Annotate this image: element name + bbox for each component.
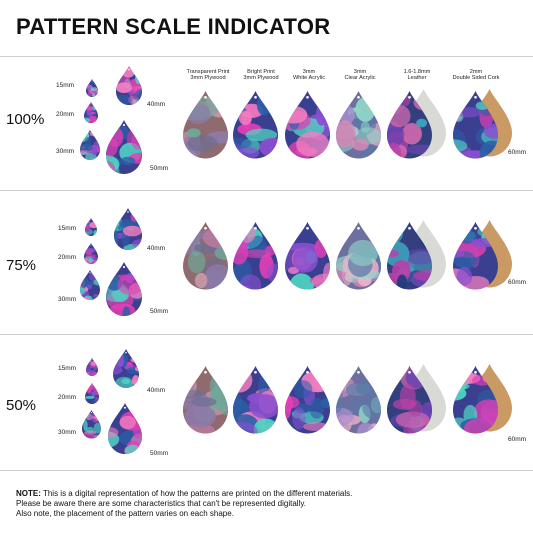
scale-section-50: 50% 15mm 20mm 30mm 40mm 50mm 60mm	[0, 335, 533, 465]
teardrop-swatch	[285, 222, 330, 290]
scale-section-75: 75% 15mm 20mm 30mm 40mm 50mm 60mm	[0, 191, 533, 321]
size-label-30mm: 30mm	[58, 296, 77, 303]
teardrop-swatch	[116, 66, 142, 105]
teardrop-swatch	[453, 222, 498, 290]
size-label-30mm: 30mm	[56, 148, 75, 155]
teardrop-swatch	[183, 222, 228, 290]
teardrop-swatch	[183, 91, 228, 159]
teardrop-swatch	[108, 403, 142, 454]
size-label-15mm: 15mm	[58, 225, 77, 232]
teardrop-swatch	[453, 91, 498, 159]
size-label-20mm: 20mm	[58, 254, 77, 261]
material-label-white-acrylic: 3mm White Acrylic	[292, 69, 325, 82]
note-label: NOTE:	[16, 489, 41, 498]
teardrop-swatch	[80, 130, 100, 160]
material-label-cork: 2mm Double Sided Cork	[452, 69, 500, 82]
size-label-60mm: 60mm	[508, 279, 527, 286]
divider	[0, 56, 533, 57]
size-label-40mm: 40mm	[147, 101, 166, 108]
material-label-bright-plywood: Bright Print 3mm Plywood	[243, 69, 279, 82]
teardrop-swatch	[85, 218, 97, 236]
teardrop-swatch	[106, 120, 142, 174]
teardrop-swatch	[387, 366, 432, 434]
size-label-30mm: 30mm	[58, 429, 77, 436]
size-label-15mm: 15mm	[56, 82, 75, 89]
teardrop-swatch	[86, 79, 98, 97]
teardrop-swatch	[233, 366, 278, 434]
size-label-60mm: 60mm	[508, 436, 527, 443]
size-label-40mm: 40mm	[147, 245, 166, 252]
teardrop-swatch	[233, 222, 278, 290]
teardrop-swatch	[84, 102, 98, 123]
teardrop-swatch	[86, 358, 98, 376]
teardrop-swatch	[85, 383, 99, 404]
material-label-transparent-plywood: Transparent Print 3mm Plywood	[186, 69, 230, 82]
size-label-15mm: 15mm	[58, 365, 77, 372]
teardrop-swatch	[336, 366, 381, 434]
size-label-40mm: 40mm	[147, 387, 166, 394]
size-label-60mm: 60mm	[508, 149, 527, 156]
note-line-1: This is a digital representation of how …	[40, 489, 353, 498]
teardrop-swatch	[336, 91, 381, 159]
teardrop-swatch	[183, 366, 228, 434]
teardrop-swatch	[285, 91, 330, 159]
scale-label: 50%	[6, 397, 37, 414]
material-label-leather: 1.6-1.8mm Leather	[403, 69, 431, 82]
teardrop-swatch	[285, 366, 330, 434]
teardrop-swatch	[387, 91, 432, 159]
teardrop-swatch	[106, 262, 142, 316]
divider	[0, 470, 533, 471]
material-label-clear-acrylic: 3mm Clear Acrylic	[344, 69, 376, 82]
teardrop-swatch	[82, 410, 101, 439]
note-line-2: Please be aware there are some character…	[16, 499, 306, 508]
note-line-3: Also note, the placement of the pattern …	[16, 509, 234, 518]
scale-section-100: 100% 15mm 20mm 30mm 40mm 50mm 60mm	[0, 57, 533, 187]
divider	[0, 334, 533, 335]
divider	[0, 190, 533, 191]
page-title: PATTERN SCALE INDICATOR	[16, 14, 331, 39]
note-text: NOTE: This is a digital representation o…	[16, 489, 521, 519]
teardrop-swatch	[387, 222, 432, 290]
teardrop-swatch	[84, 243, 98, 264]
size-label-50mm: 50mm	[150, 165, 169, 172]
size-label-20mm: 20mm	[56, 111, 75, 118]
teardrop-swatch	[114, 208, 142, 250]
teardrop-swatch	[113, 349, 139, 388]
size-label-20mm: 20mm	[58, 394, 77, 401]
size-label-50mm: 50mm	[150, 450, 169, 457]
scale-label: 100%	[6, 111, 45, 128]
scale-label: 75%	[6, 257, 37, 274]
teardrop-swatch	[233, 91, 278, 159]
size-label-50mm: 50mm	[150, 308, 169, 315]
teardrop-swatch	[336, 222, 381, 290]
teardrop-swatch	[453, 366, 498, 434]
teardrop-swatch	[80, 270, 100, 300]
